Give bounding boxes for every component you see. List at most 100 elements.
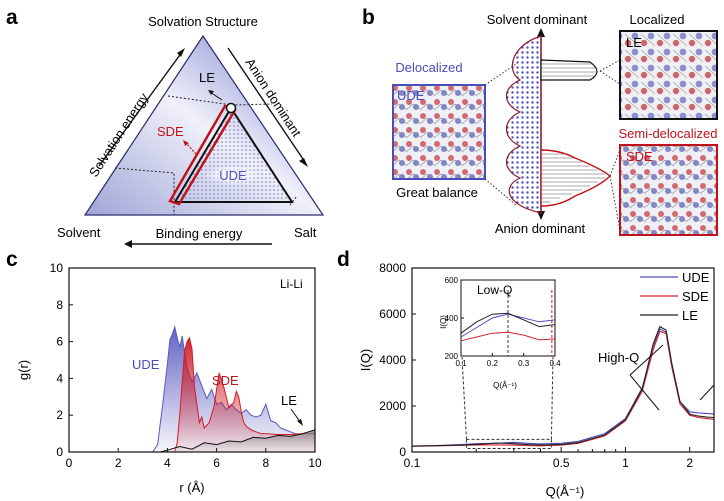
- inset-ytick-label: 400: [445, 314, 459, 323]
- inset-line-le: [460, 312, 556, 334]
- inset-ytick-label: 600: [445, 276, 459, 285]
- gr-xtick-label: 0: [66, 456, 73, 470]
- ude-connector-top: [484, 63, 517, 86]
- gr-xtick-label: 4: [164, 456, 171, 470]
- ude-point-label: UDE: [219, 168, 247, 183]
- ude-glow: [202, 165, 262, 185]
- le-point-label: LE: [199, 70, 215, 85]
- anion-dominant-arrowhead: [299, 158, 308, 167]
- ude-structure-box: [392, 84, 486, 180]
- le-marker: [225, 102, 237, 114]
- corner-salt: Salt: [294, 225, 317, 240]
- sde-box-label: SDE: [626, 149, 653, 164]
- iq-ytick-label: 6000: [379, 307, 406, 321]
- panel-label-b: b: [362, 6, 375, 29]
- inset-ytick-label: 200: [445, 352, 459, 361]
- gr-ytick-label: 8: [56, 298, 63, 312]
- iq-line-le: [411, 325, 715, 447]
- gr-ytick-label: 10: [50, 261, 64, 275]
- gr-plot: 0 2 4 6 8 10 0 2 4 6 8 10: [50, 261, 322, 470]
- legend-label-le: LE: [682, 308, 698, 323]
- inset-xtick-label: 0.2: [487, 359, 499, 368]
- binding-energy-label: Binding energy: [156, 226, 243, 241]
- gr-frame: [68, 267, 316, 453]
- inset-xtick-label: 0.4: [549, 359, 561, 368]
- inset-xlabel: Q(Å⁻¹): [493, 381, 517, 390]
- iq-line-sde: [411, 330, 715, 447]
- high-q-arrow-down: [629, 374, 660, 411]
- gr-area-sde: [69, 337, 315, 452]
- delocalized-title: Delocalized: [395, 60, 462, 75]
- gr-ylabel: g(r): [16, 360, 31, 380]
- gr-xtick-label: 8: [262, 456, 269, 470]
- high-q-label: High-Q: [598, 350, 639, 365]
- great-balance-label: Great balance: [396, 185, 478, 200]
- solvation-energy-arrowhead: [177, 48, 185, 57]
- gr-xtick-label: 2: [115, 456, 122, 470]
- iq-plot: 0.1 0.5 1 2 0 2000 4000 6000 8000: [379, 261, 715, 470]
- gr-ude-label: UDE: [132, 357, 160, 372]
- zoom-box: [465, 438, 552, 450]
- gr-line-sde: [69, 336, 315, 453]
- inset-xtick-label: 0.1: [455, 359, 467, 368]
- inset-line-sde: [460, 331, 556, 342]
- gr-xtick-label: 6: [213, 456, 220, 470]
- legend-label-sde: SDE: [682, 289, 709, 304]
- localized-hatch: [541, 63, 597, 77]
- zoom-guide-right: [550, 356, 554, 440]
- iq-xtick-label: 0.5: [553, 456, 570, 470]
- gr-ytick-label: 0: [56, 445, 63, 459]
- b-down-arrow: [537, 211, 545, 220]
- panel-c: c 0 2 4 6 8 10 0 2 4 6 8 10 r (Å) g(r) Li-Li UDE SD…: [6, 248, 322, 495]
- le-connector-top: [599, 59, 621, 72]
- sde-connector-bottom: [609, 175, 621, 231]
- panel-label-c: c: [6, 248, 18, 271]
- le-arrowhead: [208, 90, 214, 95]
- gr-xlabel: r (Å): [179, 480, 204, 495]
- high-q-arrow-up: [629, 344, 664, 376]
- gr-ytick-label: 4: [56, 371, 63, 385]
- solvent-dominant-label: Solvent dominant: [487, 12, 588, 27]
- b-up-arrow: [537, 28, 545, 37]
- sde-arrowhead: [183, 140, 189, 146]
- inset-line-ude: [460, 313, 556, 338]
- panel-a: a Solvation Structure UDE LE SDE Solvati…: [6, 6, 325, 248]
- sde-connector-top: [609, 149, 621, 177]
- gr-le-label: LE: [281, 393, 297, 408]
- panel-label-d: d: [337, 248, 350, 271]
- solvation-structure-title: Solvation Structure: [148, 14, 258, 29]
- iq-xtick-label: 2: [686, 456, 693, 470]
- high-q-arrow-right: [699, 384, 715, 401]
- anion-dominant-arrow: [227, 47, 306, 163]
- iq-ytick-label: 0: [399, 445, 406, 459]
- localized-title: Localized: [630, 12, 685, 27]
- panel-b: b Solvent dominant Anion dominant Deloca…: [362, 6, 718, 236]
- zoom-guide-left: [461, 356, 467, 440]
- gr-annotation: Li-Li: [280, 277, 303, 291]
- gr-line-le: [69, 429, 316, 453]
- ude-box-label: UDE: [397, 88, 425, 103]
- low-q-label: Low-Q: [477, 283, 512, 297]
- gr-le-pointer-head: [297, 419, 303, 426]
- anion-dominant-axis-label: Anion dominant: [495, 221, 586, 236]
- semi-delocalized-title: Semi-delocalized: [619, 126, 718, 141]
- sde-point-label: SDE: [157, 124, 184, 139]
- guide-line-right: [289, 195, 298, 206]
- iq-xtick-label: 1: [622, 456, 629, 470]
- iq-legend: UDE SDE LE: [640, 270, 710, 323]
- le-structure-box: [619, 30, 718, 120]
- localized-distribution: [540, 59, 598, 81]
- binding-energy-arrowhead: [124, 240, 132, 248]
- semi-hatch: [541, 153, 605, 203]
- legend-label-ude: UDE: [682, 270, 710, 285]
- iq-xlabel: Q(Å⁻¹): [546, 484, 585, 499]
- gr-xtick-label: 10: [308, 456, 322, 470]
- gr-sde-label: SDE: [212, 373, 239, 388]
- gr-ytick-label: 2: [56, 408, 63, 422]
- delocalized-distribution: [505, 35, 542, 214]
- inset-xtick-label: 0.3: [518, 359, 530, 368]
- solvation-energy-arrow: [98, 51, 183, 167]
- gr-area-le: [69, 429, 315, 452]
